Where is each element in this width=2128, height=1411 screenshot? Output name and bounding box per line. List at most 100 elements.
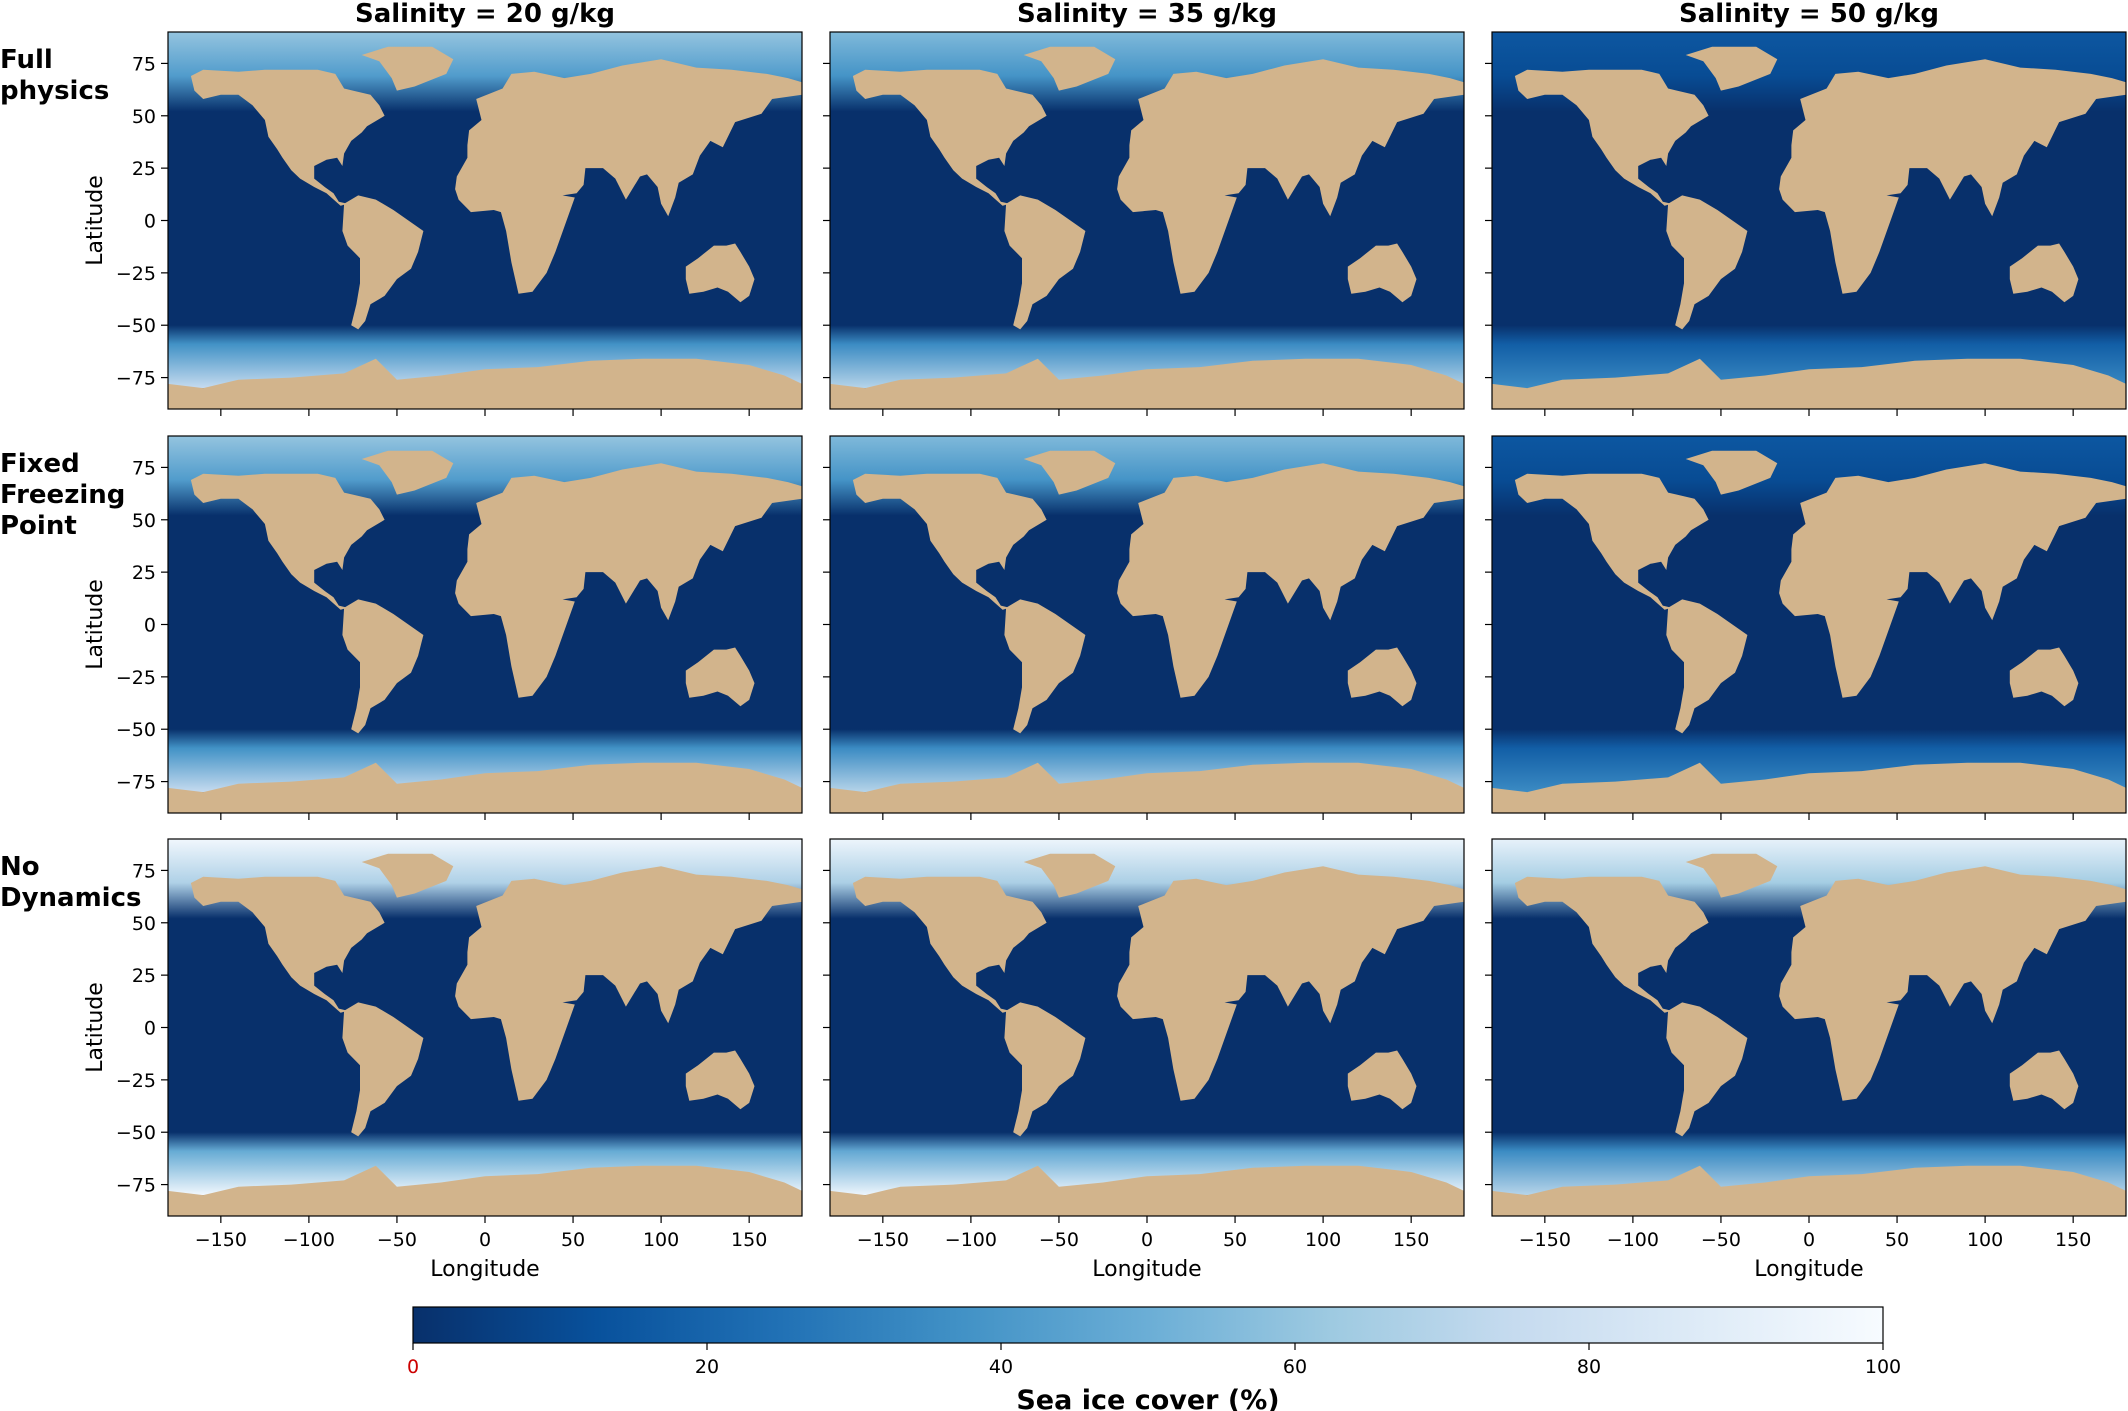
land-north-america: [190, 473, 385, 610]
land-south-america: [1004, 599, 1086, 734]
y-tick-label: −75: [116, 1175, 156, 1197]
x-tick-label: 0: [1803, 1229, 1815, 1251]
land-south-america: [342, 599, 424, 734]
panel: 75 50 25 0 −25 −50 −75 Latitude: [83, 435, 803, 820]
column-title: Salinity = 35 g/kg: [1017, 0, 1277, 29]
land-eurasia-africa: [455, 463, 802, 698]
x-tick-label: −100: [283, 1229, 335, 1251]
land-eurasia-africa: [1779, 59, 2126, 294]
land-south-america: [1666, 599, 1748, 734]
colorbar-tick-label: 100: [1865, 1356, 1901, 1378]
land-south-america: [1666, 1002, 1748, 1137]
land-eurasia-africa: [1779, 866, 2126, 1101]
land-australia: [1347, 243, 1417, 303]
land-australia: [685, 243, 755, 303]
y-tick-label: 75: [132, 457, 156, 479]
land-antarctica: [1492, 358, 2126, 409]
land-antarctica: [830, 358, 1464, 409]
land-antarctica: [168, 1165, 802, 1216]
y-tick-label: 0: [144, 211, 156, 233]
land-greenland: [1023, 853, 1116, 898]
land-eurasia-africa: [1117, 59, 1464, 294]
land-antarctica: [1492, 762, 2126, 813]
x-tick-label: 0: [479, 1229, 491, 1251]
y-tick-label: −50: [116, 315, 156, 337]
colorbar-gradient: [413, 1307, 1883, 1343]
panel: [823, 31, 1465, 416]
colorbar-tick-label: 80: [1577, 1356, 1601, 1378]
land-australia: [2009, 1050, 2079, 1110]
land-antarctica: [1492, 1165, 2126, 1216]
column-title: Salinity = 50 g/kg: [1679, 0, 1939, 29]
panel: −150 −100 −50 0 50 100 150 75 50 25 0 −25 −50 −75 Lati…: [83, 838, 803, 1282]
colorbar-label: Sea ice cover (%): [1016, 1385, 1279, 1411]
x-tick-label: 50: [561, 1229, 585, 1251]
y-tick-label: −25: [116, 1070, 156, 1092]
y-tick-label: −50: [116, 1122, 156, 1144]
colorbar-tick-label: 60: [1283, 1356, 1307, 1378]
panel: −150 −100 −50 0 50 100 150 Longitude: [823, 838, 1465, 1282]
y-tick-label: 0: [144, 1018, 156, 1040]
x-tick-label: −50: [1701, 1229, 1741, 1251]
land-north-america: [852, 876, 1047, 1013]
land-south-america: [1004, 195, 1086, 330]
y-tick-label: 50: [132, 913, 156, 935]
land-north-america: [190, 69, 385, 206]
land-australia: [1347, 647, 1417, 707]
land-south-america: [342, 195, 424, 330]
column-title: Salinity = 20 g/kg: [355, 0, 615, 29]
x-tick-label: −50: [1039, 1229, 1079, 1251]
x-axis-label: Longitude: [430, 1257, 539, 1282]
panel: −150 −100 −50 0 50 100 150 Longitude: [1485, 838, 2127, 1282]
y-tick-label: 50: [132, 106, 156, 128]
x-tick-label: 50: [1885, 1229, 1909, 1251]
x-tick-label: 50: [1223, 1229, 1247, 1251]
land-australia: [685, 647, 755, 707]
y-tick-label: 25: [132, 965, 156, 987]
land-south-america: [1666, 195, 1748, 330]
colorbar-tick-label: 40: [989, 1356, 1013, 1378]
y-tick-label: 25: [132, 562, 156, 584]
land-australia: [2009, 647, 2079, 707]
land-greenland: [361, 46, 454, 91]
y-tick-label: −75: [116, 368, 156, 390]
x-tick-label: 100: [1967, 1229, 2003, 1251]
land-greenland: [361, 450, 454, 495]
panel: 75 50 25 0 −25 −50 −75 Latitude: [83, 31, 803, 416]
x-tick-label: −150: [857, 1229, 909, 1251]
land-antarctica: [830, 1165, 1464, 1216]
x-tick-label: −150: [1519, 1229, 1571, 1251]
land-eurasia-africa: [1779, 463, 2126, 698]
y-tick-label: 75: [132, 860, 156, 882]
y-tick-label: 50: [132, 510, 156, 532]
land-greenland: [1023, 450, 1116, 495]
x-axis-label: Longitude: [1754, 1257, 1863, 1282]
row-label: Full physics: [0, 45, 109, 106]
land-greenland: [1685, 46, 1778, 91]
row-label: Fixed Freezing Point: [0, 449, 125, 541]
x-tick-label: −100: [945, 1229, 997, 1251]
land-antarctica: [168, 358, 802, 409]
land-australia: [685, 1050, 755, 1110]
land-eurasia-africa: [1117, 463, 1464, 698]
y-tick-label: −50: [116, 719, 156, 741]
x-axis-label: Longitude: [1092, 1257, 1201, 1282]
panel: [1485, 31, 2127, 416]
y-tick-label: −75: [116, 772, 156, 794]
row-label: No Dynamics: [0, 852, 141, 913]
colorbar-tick-label: 20: [695, 1356, 719, 1378]
x-tick-label: 150: [1393, 1229, 1429, 1251]
column-titles: Salinity = 20 g/kg Salinity = 35 g/kg Sali…: [355, 0, 1939, 29]
x-tick-label: 100: [1305, 1229, 1341, 1251]
y-tick-label: −25: [116, 263, 156, 285]
land-greenland: [1023, 46, 1116, 91]
x-tick-label: −50: [377, 1229, 417, 1251]
land-greenland: [1685, 853, 1778, 898]
x-tick-label: −100: [1607, 1229, 1659, 1251]
land-greenland: [1685, 450, 1778, 495]
y-tick-label: 25: [132, 158, 156, 180]
land-south-america: [1004, 1002, 1086, 1137]
land-antarctica: [830, 762, 1464, 813]
land-australia: [2009, 243, 2079, 303]
